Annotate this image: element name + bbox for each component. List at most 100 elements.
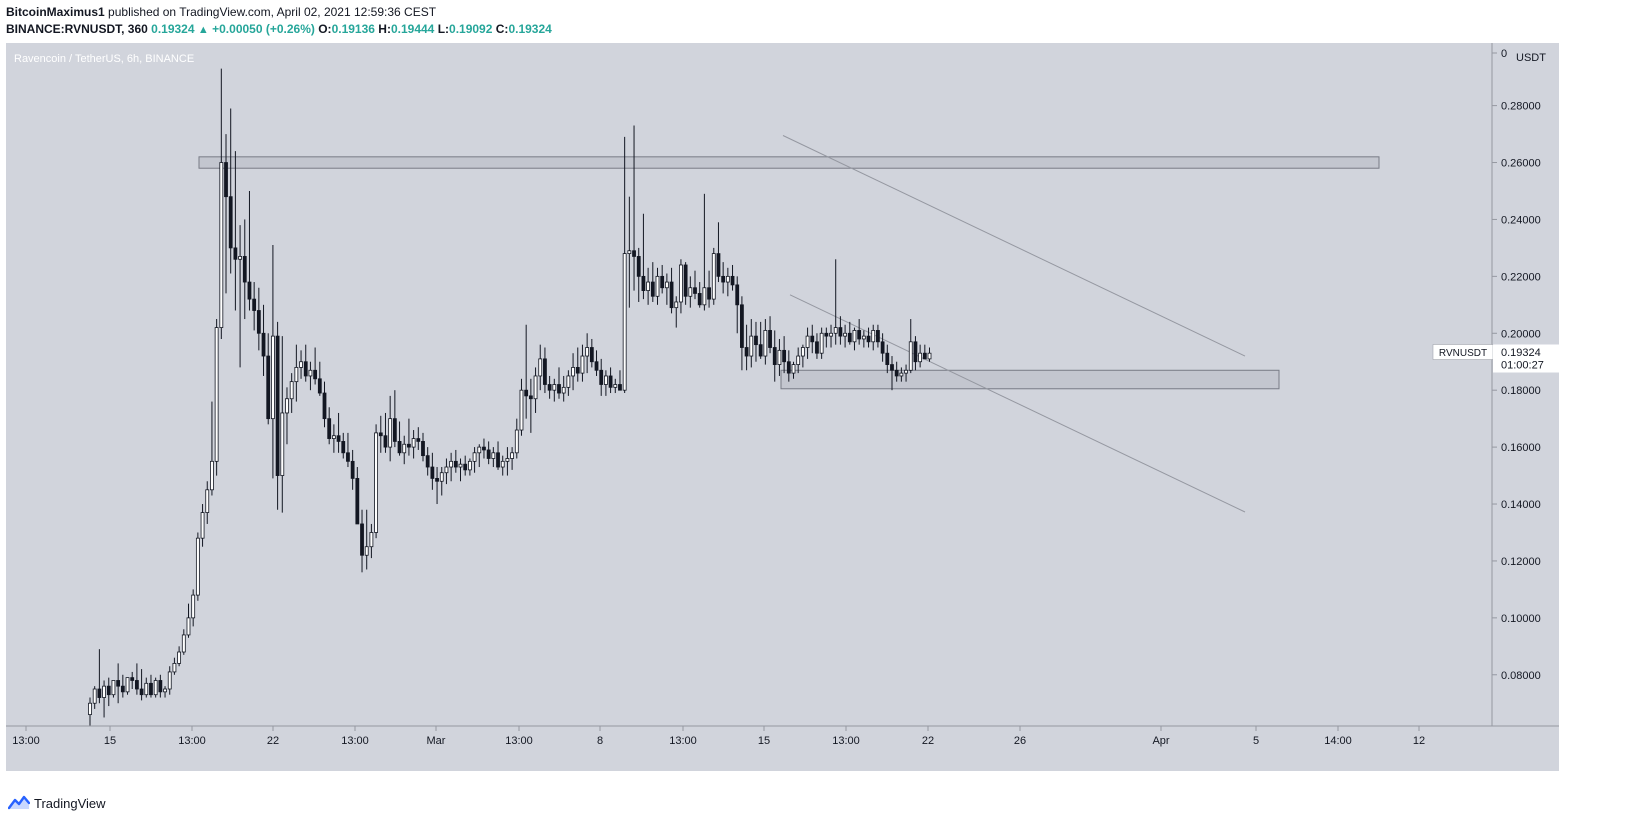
support-zone[interactable] bbox=[780, 369, 1280, 390]
candle[interactable] bbox=[679, 259, 683, 314]
candle[interactable] bbox=[97, 649, 102, 704]
candle[interactable] bbox=[472, 447, 477, 473]
candle[interactable] bbox=[758, 321, 763, 359]
candle[interactable] bbox=[233, 151, 238, 311]
candle[interactable] bbox=[444, 458, 449, 485]
candle[interactable] bbox=[547, 375, 552, 399]
candle[interactable] bbox=[435, 467, 439, 505]
candle[interactable] bbox=[247, 190, 252, 311]
candle[interactable] bbox=[744, 324, 749, 371]
candle[interactable] bbox=[674, 296, 679, 328]
candle[interactable] bbox=[683, 262, 688, 305]
candle[interactable] bbox=[177, 646, 182, 667]
candle[interactable] bbox=[819, 327, 824, 359]
candle[interactable] bbox=[191, 589, 196, 627]
candle[interactable] bbox=[285, 387, 289, 445]
candle[interactable] bbox=[336, 412, 341, 453]
candle[interactable] bbox=[275, 321, 280, 510]
candle[interactable] bbox=[416, 427, 421, 450]
candle[interactable] bbox=[533, 367, 538, 413]
candle[interactable] bbox=[632, 125, 636, 291]
candle[interactable] bbox=[622, 136, 627, 394]
candle[interactable] bbox=[224, 134, 228, 294]
candle[interactable] bbox=[740, 296, 744, 371]
candle[interactable] bbox=[280, 336, 285, 513]
candle[interactable] bbox=[374, 424, 378, 539]
candle[interactable] bbox=[880, 333, 885, 362]
candle[interactable] bbox=[815, 333, 819, 359]
candle[interactable] bbox=[796, 347, 801, 374]
candle[interactable] bbox=[228, 108, 233, 274]
candle[interactable] bbox=[496, 441, 500, 470]
candle[interactable] bbox=[392, 390, 397, 448]
candle[interactable] bbox=[102, 680, 106, 718]
candle[interactable] bbox=[927, 347, 932, 362]
candle[interactable] bbox=[482, 438, 486, 459]
candle[interactable] bbox=[566, 370, 571, 396]
candle[interactable] bbox=[158, 674, 163, 698]
candle[interactable] bbox=[890, 356, 894, 391]
candle[interactable] bbox=[599, 358, 604, 396]
candle[interactable] bbox=[294, 344, 299, 402]
candle[interactable] bbox=[604, 370, 608, 396]
candle[interactable] bbox=[716, 222, 721, 283]
channel-upper-line[interactable] bbox=[782, 135, 1246, 357]
candle[interactable] bbox=[449, 452, 454, 482]
candle[interactable] bbox=[908, 319, 913, 374]
candle[interactable] bbox=[120, 674, 125, 698]
candle[interactable] bbox=[172, 657, 177, 675]
candle[interactable] bbox=[861, 330, 866, 348]
candle[interactable] bbox=[730, 264, 735, 291]
candle[interactable] bbox=[134, 663, 139, 695]
candle[interactable] bbox=[913, 336, 918, 371]
candle[interactable] bbox=[181, 629, 186, 655]
candle[interactable] bbox=[505, 447, 510, 476]
candle[interactable] bbox=[411, 430, 416, 459]
candle[interactable] bbox=[331, 424, 336, 453]
candle[interactable] bbox=[299, 350, 303, 379]
candle[interactable] bbox=[594, 350, 599, 376]
candle[interactable] bbox=[88, 697, 92, 726]
candle[interactable] bbox=[500, 455, 505, 476]
candle[interactable] bbox=[458, 458, 463, 482]
chart-panel[interactable]: Ravencoin / TetherUS, 6h, BINANCE 0.2800… bbox=[6, 43, 1559, 788]
candle[interactable] bbox=[144, 677, 149, 698]
candle[interactable] bbox=[833, 259, 838, 345]
candle[interactable] bbox=[580, 344, 585, 382]
candle[interactable] bbox=[430, 452, 435, 490]
candle[interactable] bbox=[664, 273, 669, 305]
price-axis[interactable] bbox=[1492, 43, 1559, 726]
candle[interactable] bbox=[641, 213, 646, 300]
candle[interactable] bbox=[167, 666, 172, 695]
candle[interactable] bbox=[711, 247, 716, 305]
candle[interactable] bbox=[153, 677, 158, 698]
candle[interactable] bbox=[650, 262, 655, 302]
candle[interactable] bbox=[735, 276, 740, 334]
candle[interactable] bbox=[210, 401, 214, 496]
candle[interactable] bbox=[646, 267, 651, 305]
candle[interactable] bbox=[388, 395, 393, 462]
candle[interactable] bbox=[238, 225, 242, 368]
candle[interactable] bbox=[453, 449, 458, 473]
candle[interactable] bbox=[214, 319, 219, 476]
candle[interactable] bbox=[106, 677, 111, 707]
candle[interactable] bbox=[111, 680, 116, 698]
candle[interactable] bbox=[636, 247, 641, 302]
candle[interactable] bbox=[575, 347, 580, 382]
candle[interactable] bbox=[618, 370, 622, 391]
candle[interactable] bbox=[585, 333, 590, 374]
candle[interactable] bbox=[219, 68, 224, 339]
candle[interactable] bbox=[843, 324, 847, 348]
candle[interactable] bbox=[163, 686, 167, 698]
candle[interactable] bbox=[195, 532, 200, 601]
candle[interactable] bbox=[725, 267, 730, 297]
candle[interactable] bbox=[777, 338, 782, 376]
candle[interactable] bbox=[538, 344, 543, 391]
channel-lower-line[interactable] bbox=[789, 294, 1246, 513]
candle[interactable] bbox=[242, 219, 247, 320]
candle[interactable] bbox=[289, 373, 294, 413]
candle[interactable] bbox=[707, 270, 711, 308]
candle[interactable] bbox=[786, 350, 791, 382]
candle[interactable] bbox=[693, 270, 697, 300]
candle[interactable] bbox=[266, 333, 271, 425]
